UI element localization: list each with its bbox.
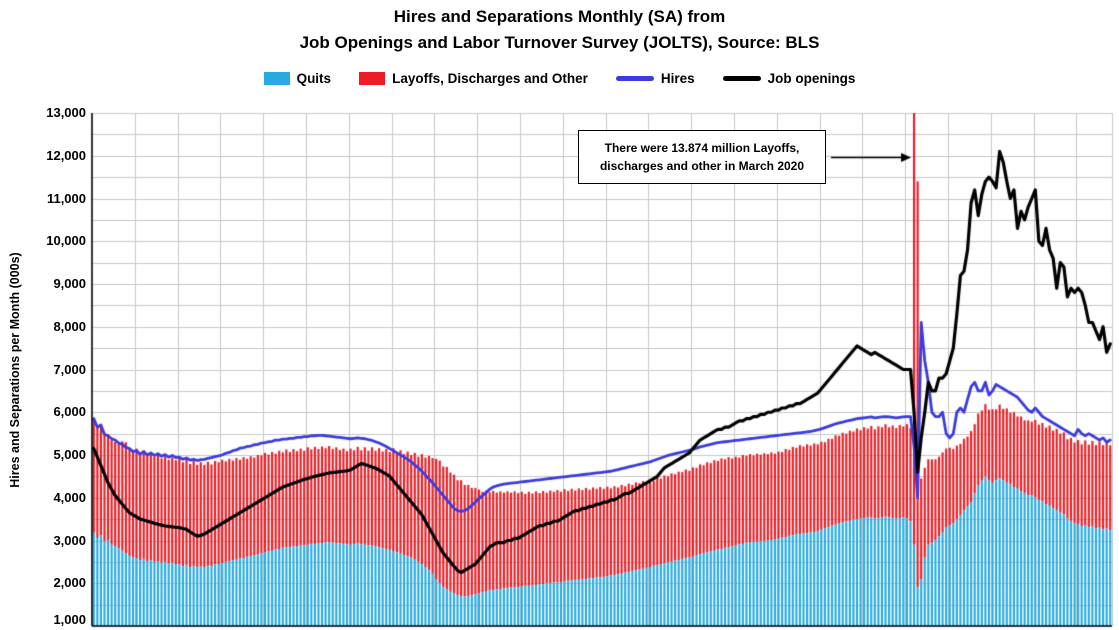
y-axis-tick-label: 7,000 xyxy=(53,361,86,377)
y-axis-tick-label: 6,000 xyxy=(53,404,86,420)
y-axis-tick-label: 13,000 xyxy=(46,105,86,120)
legend-swatch-line xyxy=(615,76,654,81)
y-axis-tick-label: 8,000 xyxy=(53,318,86,334)
y-axis-tick-label: 1,000 xyxy=(53,612,86,627)
legend-label: Quits xyxy=(296,71,332,86)
legend-item-quits: Quits xyxy=(263,71,332,86)
y-axis-tick-label: 11,000 xyxy=(46,190,86,206)
annotation-text-line1: There were 13.874 million Layoffs, xyxy=(604,141,800,155)
legend-swatch-bar xyxy=(359,72,386,85)
y-axis-tick-label: 4,000 xyxy=(53,489,86,505)
chart-title-line1: Hires and Separations Monthly (SA) from xyxy=(393,7,726,26)
chart-title-line2: Job Openings and Labor Turnover Survey (… xyxy=(299,33,820,52)
legend-item-hires: Hires xyxy=(615,71,695,86)
chart-title: Hires and Separations Monthly (SA) from … xyxy=(0,4,1119,56)
y-axis-tick-label: 2,000 xyxy=(53,575,86,591)
annotation-callout: There were 13.874 million Layoffs, disch… xyxy=(578,130,826,184)
y-axis-tick-label: 3,000 xyxy=(53,532,86,548)
legend-label: Layoffs, Discharges and Other xyxy=(392,71,588,86)
legend-swatch-bar xyxy=(263,72,290,85)
y-axis-tick-label: 10,000 xyxy=(46,233,86,249)
legend-swatch-line xyxy=(722,76,761,81)
legend-item-layoffs-discharges-and-other: Layoffs, Discharges and Other xyxy=(359,71,588,86)
chart-legend: Quits Layoffs, Discharges and Other Hires J… xyxy=(0,71,1119,86)
annotation-text-line2: discharges and other in March 2020 xyxy=(599,159,805,173)
y-axis-tick-label: 12,000 xyxy=(46,147,86,163)
y-axis-tick-label: 5,000 xyxy=(53,447,86,462)
legend-item-job-openings: Job openings xyxy=(722,71,856,86)
y-axis-tick-label: 9,000 xyxy=(53,276,86,291)
legend-label: Job openings xyxy=(767,71,856,86)
legend-label: Hires xyxy=(660,71,695,86)
